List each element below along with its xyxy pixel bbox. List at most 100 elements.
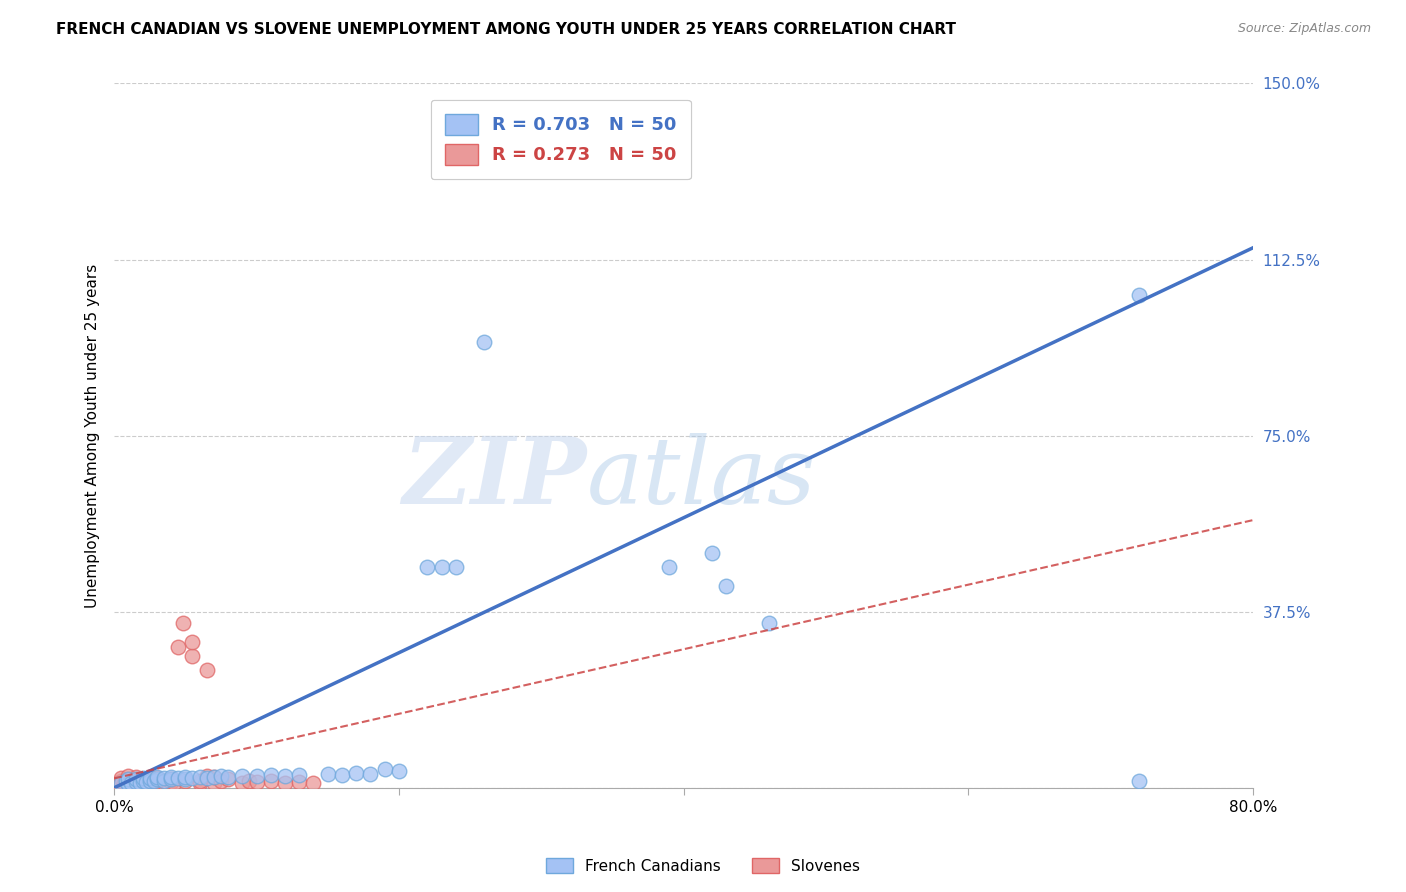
Point bbox=[117, 776, 139, 790]
Point bbox=[217, 772, 239, 787]
Point bbox=[124, 771, 146, 785]
Point bbox=[238, 773, 260, 788]
Point bbox=[174, 773, 197, 788]
Point bbox=[131, 772, 153, 787]
Point bbox=[195, 664, 218, 678]
Point bbox=[188, 773, 211, 788]
Point bbox=[188, 771, 211, 785]
Point bbox=[658, 560, 681, 574]
Point bbox=[444, 560, 467, 574]
Point bbox=[245, 769, 267, 783]
Point bbox=[146, 771, 169, 785]
Point bbox=[160, 775, 183, 789]
Point bbox=[124, 775, 146, 789]
Point bbox=[128, 776, 150, 790]
Point bbox=[181, 649, 204, 664]
Point bbox=[160, 772, 183, 787]
Point bbox=[120, 775, 142, 789]
Point bbox=[472, 334, 495, 349]
Point bbox=[430, 560, 453, 574]
Text: ZIP: ZIP bbox=[402, 433, 586, 523]
Point bbox=[153, 773, 176, 788]
Point bbox=[209, 769, 232, 783]
Point bbox=[120, 776, 142, 790]
Point bbox=[260, 767, 283, 781]
Point bbox=[134, 775, 156, 789]
Point bbox=[245, 775, 267, 789]
Point bbox=[139, 773, 162, 788]
Point bbox=[202, 771, 225, 785]
Point bbox=[758, 616, 780, 631]
Point bbox=[146, 772, 169, 787]
Point bbox=[167, 772, 190, 786]
Point bbox=[117, 772, 139, 787]
Point bbox=[107, 776, 129, 790]
Point bbox=[181, 635, 204, 649]
Point bbox=[124, 776, 146, 790]
Point bbox=[260, 773, 283, 788]
Point bbox=[388, 764, 411, 779]
Point bbox=[124, 772, 146, 787]
Point bbox=[112, 776, 135, 790]
Point bbox=[146, 773, 169, 788]
Point bbox=[153, 776, 176, 790]
Point bbox=[416, 560, 439, 574]
Point bbox=[163, 776, 186, 790]
Point bbox=[172, 616, 194, 631]
Point bbox=[128, 776, 150, 790]
Point bbox=[110, 773, 132, 788]
Point bbox=[274, 776, 297, 790]
Point bbox=[288, 775, 311, 789]
Point bbox=[114, 773, 136, 788]
Legend: French Canadians, Slovenes: French Canadians, Slovenes bbox=[540, 852, 866, 880]
Point bbox=[217, 771, 239, 785]
Point bbox=[153, 772, 176, 786]
Point bbox=[181, 772, 204, 786]
Point bbox=[117, 769, 139, 783]
Point bbox=[131, 775, 153, 789]
Point bbox=[174, 772, 197, 787]
Point bbox=[716, 579, 738, 593]
Point bbox=[146, 772, 169, 786]
Point bbox=[374, 762, 396, 776]
Point bbox=[700, 546, 723, 560]
Point bbox=[157, 776, 180, 790]
Text: atlas: atlas bbox=[586, 433, 817, 523]
Point bbox=[202, 776, 225, 790]
Point bbox=[134, 776, 156, 790]
Point bbox=[153, 773, 176, 788]
Point bbox=[231, 776, 253, 790]
Point bbox=[202, 771, 225, 785]
Point bbox=[288, 767, 311, 781]
Point bbox=[330, 767, 353, 781]
Point bbox=[188, 776, 211, 790]
Point bbox=[143, 775, 166, 789]
Point bbox=[117, 772, 139, 787]
Y-axis label: Unemployment Among Youth under 25 years: Unemployment Among Youth under 25 years bbox=[86, 263, 100, 607]
Point bbox=[131, 772, 153, 786]
Point bbox=[131, 773, 153, 788]
Point bbox=[316, 766, 339, 780]
Point bbox=[174, 771, 197, 785]
Point bbox=[344, 765, 367, 780]
Point bbox=[139, 772, 162, 786]
Point bbox=[1128, 773, 1150, 788]
Point bbox=[124, 773, 146, 788]
Point bbox=[114, 773, 136, 788]
Text: FRENCH CANADIAN VS SLOVENE UNEMPLOYMENT AMONG YOUTH UNDER 25 YEARS CORRELATION C: FRENCH CANADIAN VS SLOVENE UNEMPLOYMENT … bbox=[56, 22, 956, 37]
Point bbox=[110, 776, 132, 790]
Point bbox=[143, 773, 166, 788]
Point bbox=[149, 775, 172, 789]
Point bbox=[1128, 287, 1150, 301]
Point bbox=[114, 777, 136, 791]
Point bbox=[160, 771, 183, 785]
Point bbox=[231, 769, 253, 783]
Point bbox=[209, 773, 232, 788]
Point bbox=[167, 640, 190, 654]
Point bbox=[359, 766, 381, 780]
Point bbox=[139, 773, 162, 788]
Point bbox=[274, 769, 297, 783]
Point bbox=[195, 769, 218, 783]
Point bbox=[117, 777, 139, 791]
Point bbox=[302, 776, 325, 790]
